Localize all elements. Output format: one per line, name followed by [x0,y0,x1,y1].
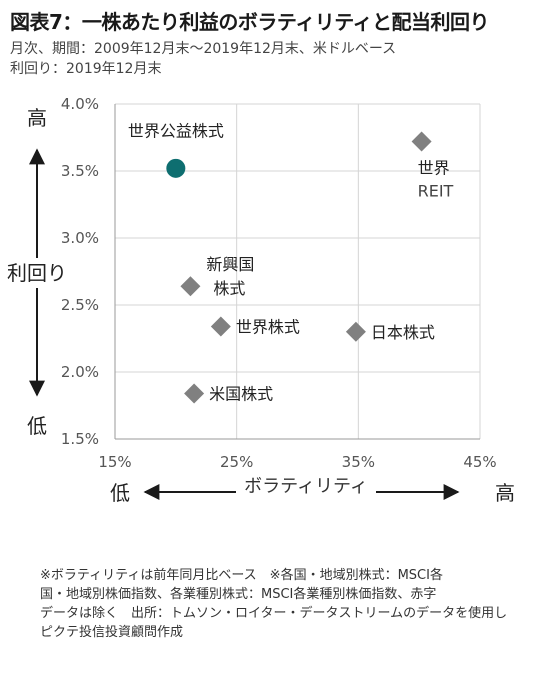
x-tick-label: 15% [98,453,131,471]
x-high-label: 高 [495,481,515,505]
y-tick-label: 1.5% [61,430,99,448]
y-tick-label: 3.5% [61,162,99,180]
point-label: 日本株式 [371,323,435,342]
point-label: 新興国 [206,255,254,274]
chart-title: 図表7：一株あたり利益のボラティリティと配当利回り [10,10,490,34]
y-tick-label: 4.0% [61,95,99,113]
x-tick-label: 45% [463,453,496,471]
x-tick-label: 25% [220,453,253,471]
note-line: 国・地域別株価指数、各業種別株式：MSCI各業種別株価指数、赤字 [40,587,437,602]
x-label-bg [236,474,376,498]
y-tick-label: 2.0% [61,363,99,381]
note-line: ピクテ投信投資顧問作成 [40,625,184,640]
x-tick-label: 35% [342,453,375,471]
chart-notes: ※ボラティリティは前年同月比ベース ※各国・地域別株式：MSCI各 国・地域別株… [40,566,530,642]
note-line: データは除く 出所：トムソン・ロイター・データストリームのデータを使用し [40,606,508,621]
chart-subtitle-period: 月次、期間：2009年12月末〜2019年12月末、米ドルベース [10,41,397,57]
data-point-diamond [411,131,432,152]
point-label: 米国株式 [209,384,273,403]
data-point-diamond [180,276,201,297]
point-label: 株式 [213,279,245,298]
data-point-diamond [345,321,366,342]
x-axis-title: ボラティリティ [244,476,368,497]
y-tick-label: 3.0% [61,229,99,247]
chart-subtitle-yield-date: 利回り：2019年12月末 [10,61,162,77]
point-label: 世界株式 [236,317,300,336]
point-label: REIT [418,182,454,201]
y-tick-label: 2.5% [61,296,99,314]
point-label: 世界公益株式 [128,121,224,140]
data-point-diamond [184,383,205,404]
y-high-label: 高 [27,106,47,130]
note-line: ※ボラティリティは前年同月比ベース ※各国・地域別株式：MSCI各 [40,568,443,583]
x-low-label: 低 [110,481,130,505]
data-point-circle [166,158,186,178]
y-axis-title: 利回り [7,261,67,285]
point-label: 世界 [418,159,450,178]
y-low-label: 低 [27,414,47,438]
y-label-bg [8,258,70,288]
data-point-diamond [210,316,231,337]
